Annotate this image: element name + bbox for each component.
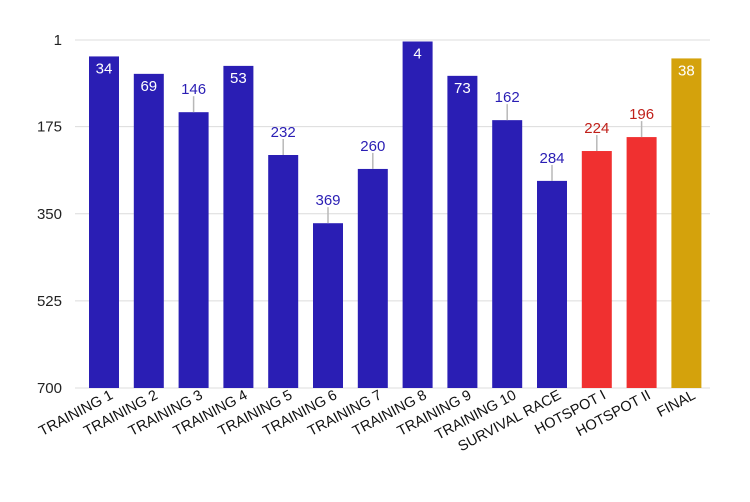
bar (402, 41, 433, 388)
data-label: 232 (271, 124, 296, 141)
bar (447, 75, 478, 389)
data-label: 162 (495, 89, 520, 106)
y-tick-label: 350 (37, 206, 62, 223)
bar (626, 137, 657, 388)
data-label: 73 (454, 80, 471, 97)
bar (268, 155, 299, 388)
y-tick-label: 700 (37, 380, 62, 397)
data-label: 196 (629, 106, 654, 123)
data-label: 34 (96, 60, 113, 77)
bar (357, 168, 388, 388)
data-labels: 34 69 146 53 232 369 260 4 73 162 284 224 196 38 (96, 45, 695, 224)
y-tick-label: 175 (37, 119, 62, 136)
data-label: 224 (584, 120, 609, 137)
y-tick-label: 525 (37, 293, 62, 310)
bar (89, 56, 119, 388)
bars (89, 41, 702, 389)
data-label: 146 (181, 81, 206, 98)
bar (313, 223, 343, 388)
data-label: 38 (678, 62, 695, 79)
data-label: 369 (315, 192, 340, 209)
gridlines (75, 39, 710, 389)
x-tick-label: FINAL (654, 387, 698, 420)
bar (133, 73, 164, 389)
data-label: 4 (413, 45, 421, 62)
bar (537, 180, 567, 388)
data-label: 53 (230, 70, 247, 87)
y-tick-label: 1 (54, 32, 62, 49)
bar (581, 151, 612, 388)
bar (178, 112, 209, 388)
bar (671, 58, 702, 389)
data-label: 284 (539, 150, 564, 167)
bar (223, 65, 254, 388)
bar (492, 120, 523, 388)
data-label: 69 (140, 78, 157, 95)
data-label: 260 (360, 138, 385, 155)
y-axis-ticks: 1 175 350 525 700 (37, 32, 62, 397)
